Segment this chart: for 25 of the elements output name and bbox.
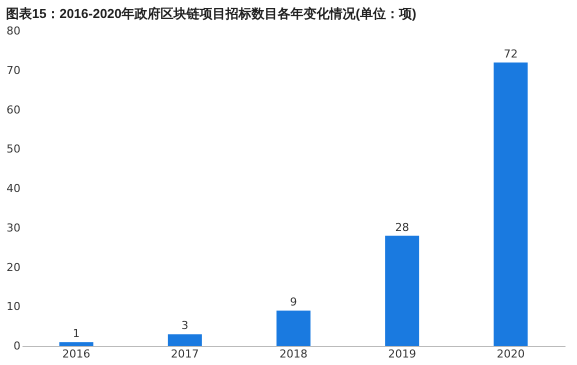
x-tick-label: 2017 [170, 348, 199, 360]
data-label: 9 [290, 296, 297, 309]
y-tick-label: 70 [6, 64, 20, 77]
bar [276, 310, 310, 346]
bar [59, 342, 94, 346]
data-label: 1 [72, 327, 80, 340]
data-label: 28 [395, 220, 410, 234]
y-tick-label: 30 [6, 221, 20, 234]
x-tick-label: 2018 [280, 348, 308, 360]
data-label: 72 [504, 48, 518, 60]
x-tick-label: 2016 [62, 348, 90, 360]
y-tick-label: 50 [6, 142, 20, 156]
y-tick-label: 40 [6, 182, 20, 195]
bar [494, 62, 528, 346]
x-tick-label: 2019 [388, 348, 416, 360]
bar [385, 236, 420, 346]
x-tick-label: 2020 [496, 348, 525, 360]
y-tick-label: 20 [6, 260, 20, 274]
y-tick-label: 60 [6, 103, 20, 116]
y-tick-label: 10 [6, 300, 20, 314]
data-label: 3 [181, 319, 188, 332]
chart-title: 图表15：2016-2020年政府区块链项目招标数目各年变化情况(单位：项) [6, 6, 416, 21]
y-tick-label: 80 [6, 24, 20, 38]
bar [168, 334, 202, 346]
y-tick-label: 0 [14, 340, 20, 352]
